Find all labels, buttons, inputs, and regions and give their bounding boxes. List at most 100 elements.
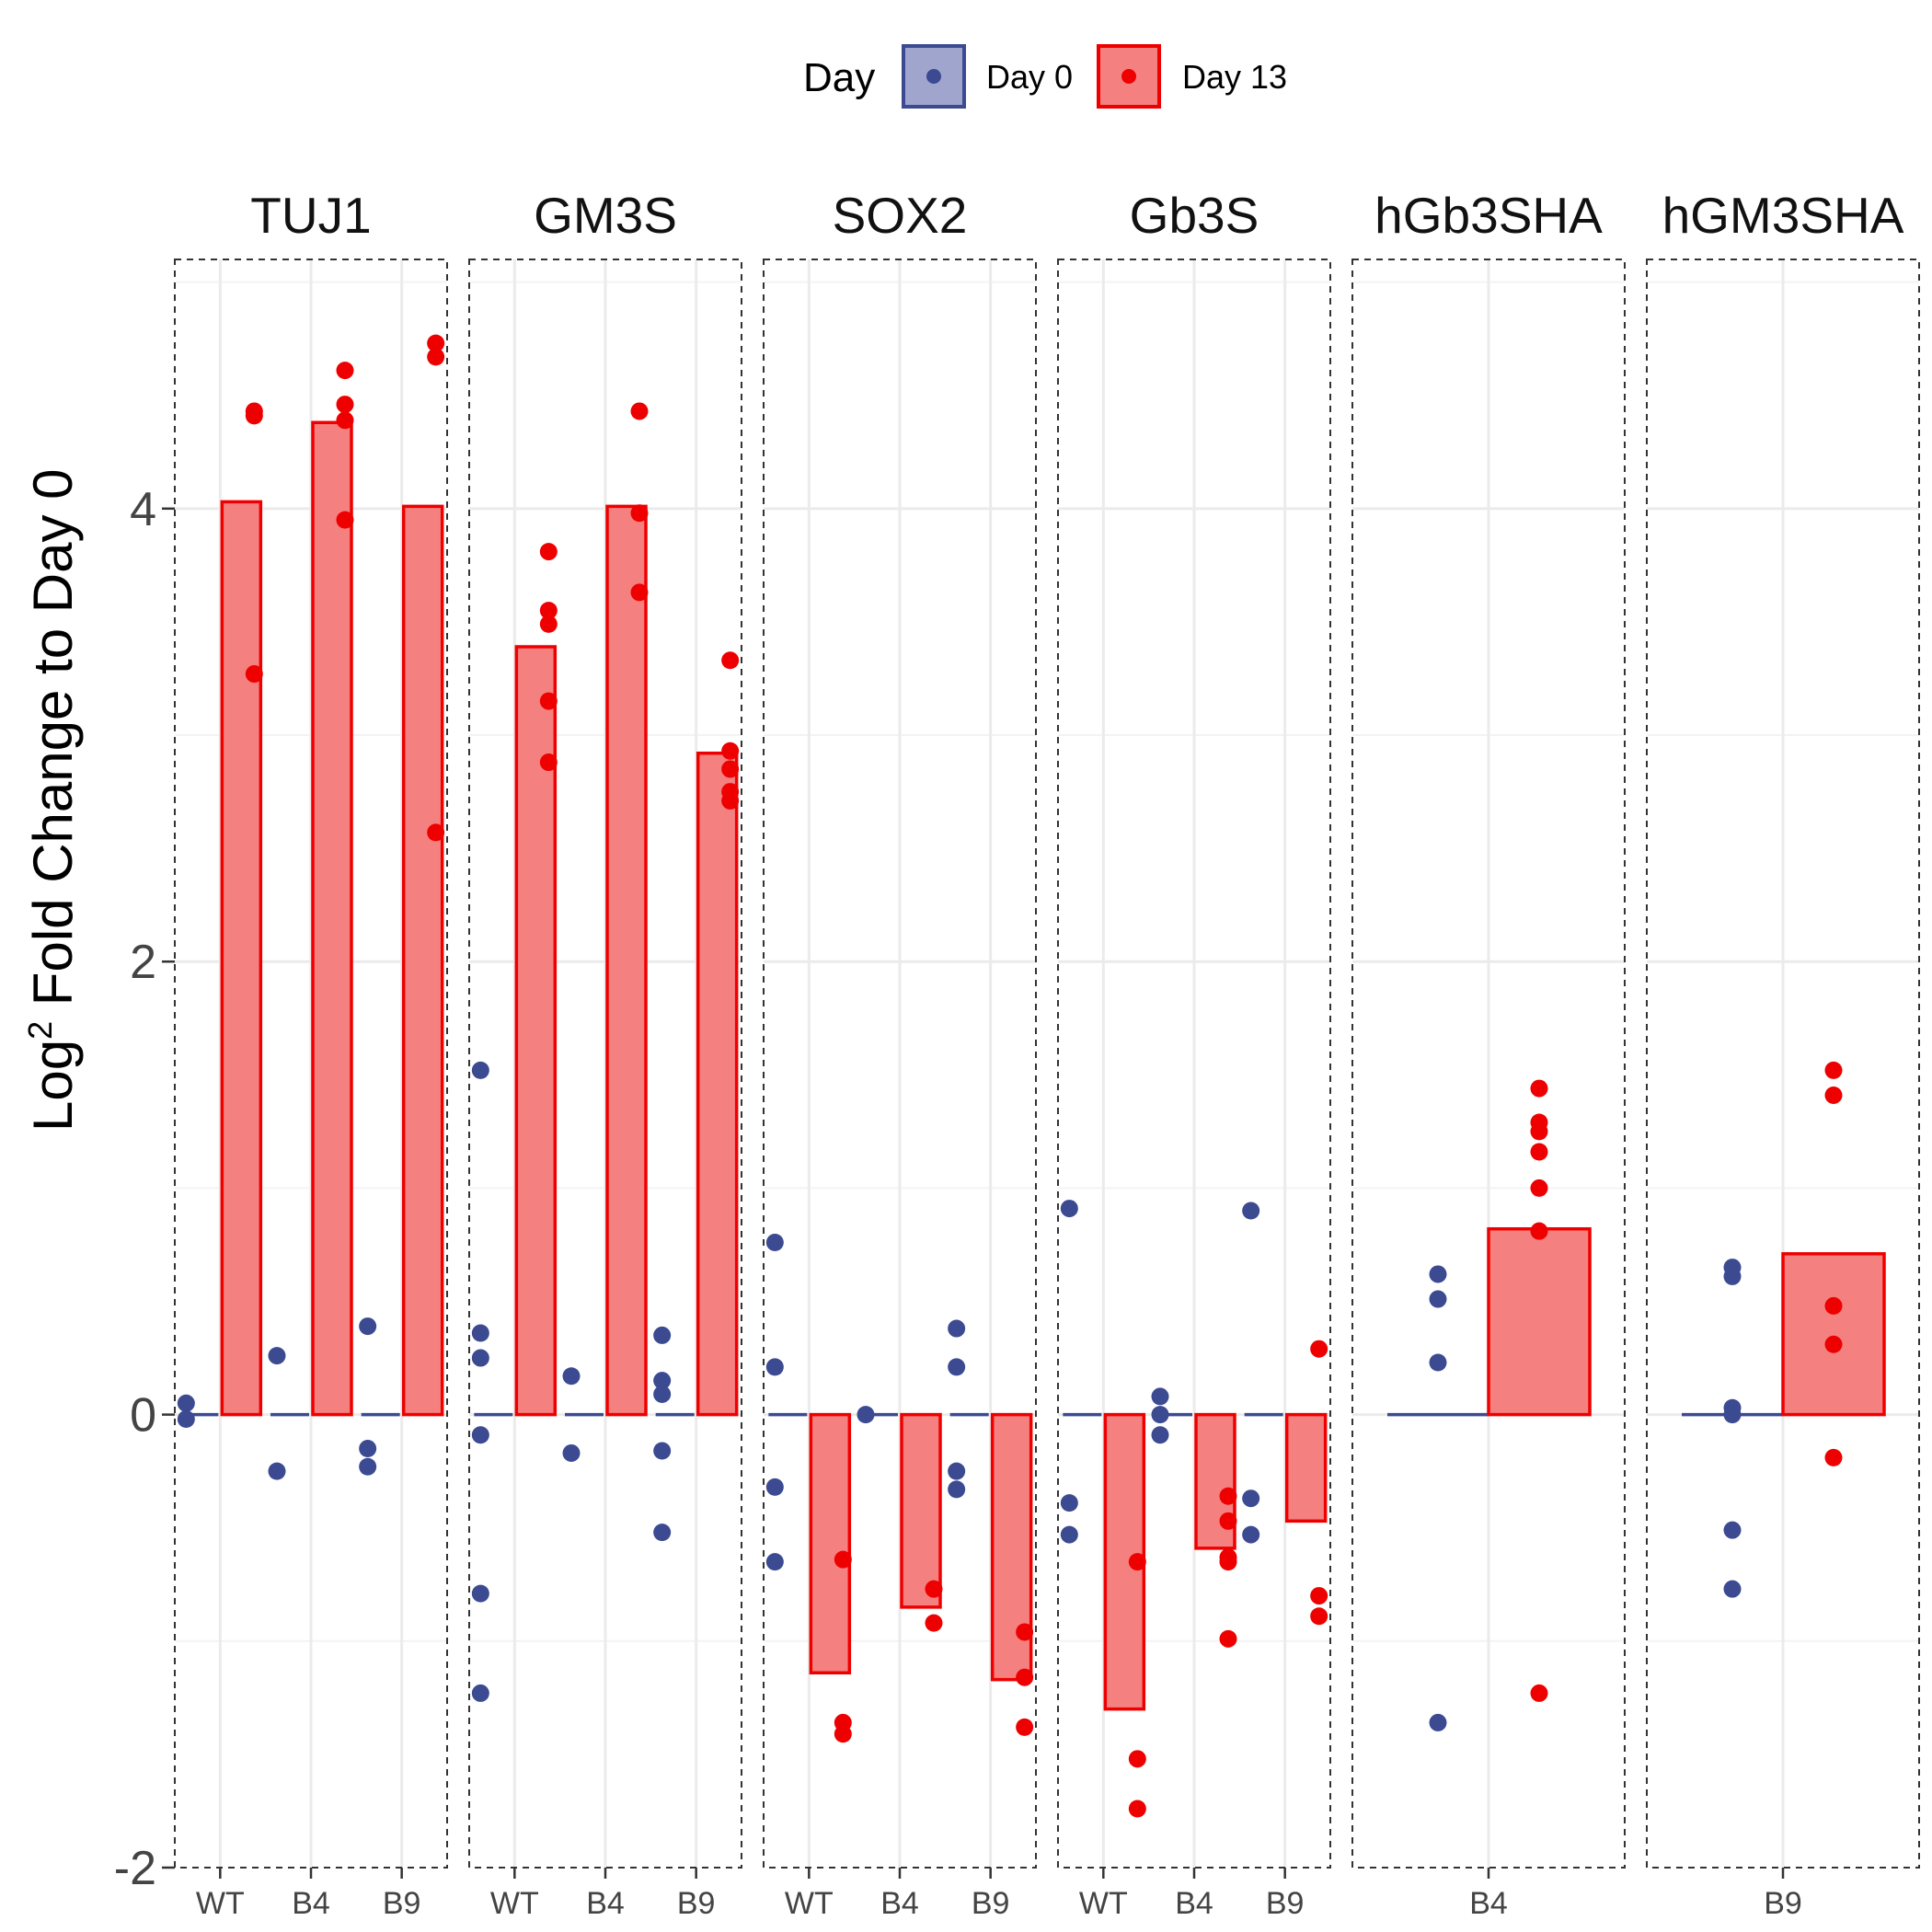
point-day0 (471, 1426, 489, 1444)
point-day13 (1219, 1512, 1237, 1530)
point-day13 (1530, 1143, 1548, 1161)
point-day13 (925, 1580, 943, 1598)
legend-key-day0 (902, 44, 966, 109)
point-day0 (562, 1367, 581, 1386)
point-day0 (1060, 1525, 1078, 1544)
point-day13 (1824, 1086, 1843, 1104)
point-day0 (1151, 1426, 1169, 1444)
point-day0 (948, 1480, 966, 1499)
point-day13 (1530, 1122, 1548, 1141)
bar-day13 (809, 1412, 852, 1675)
point-day0 (177, 1394, 195, 1412)
point-day0 (1723, 1406, 1742, 1424)
point-day0 (471, 1584, 489, 1603)
point-day0 (1429, 1265, 1447, 1283)
point-day0 (765, 1553, 784, 1571)
point-day13 (1530, 1179, 1548, 1197)
point-day0 (653, 1524, 672, 1542)
point-day13 (539, 692, 558, 710)
point-day13 (1824, 1296, 1843, 1315)
point-day13 (427, 823, 445, 842)
point-day0 (268, 1462, 286, 1480)
point-day13 (1128, 1800, 1146, 1818)
point-day13 (245, 665, 263, 684)
x-tick-label: B4 (880, 1886, 919, 1921)
point-day13 (1530, 1222, 1548, 1240)
point-day13 (1310, 1587, 1328, 1605)
x-tick-label: B9 (972, 1886, 1010, 1921)
bar-day13 (696, 751, 739, 1417)
point-day13 (539, 615, 558, 633)
point-day0 (1723, 1267, 1742, 1285)
point-day13 (834, 1550, 852, 1569)
point-day13 (834, 1725, 852, 1743)
facet-title: hGb3SHA (1374, 187, 1603, 244)
facet-gb3s: WT B4 B9 Gb3S (1057, 187, 1331, 1921)
point-day0 (1723, 1580, 1742, 1598)
point-day13 (630, 583, 649, 602)
y-tick-label: -2 (114, 1842, 156, 1895)
facet-title: GM3S (534, 187, 677, 244)
point-day13 (1824, 1448, 1843, 1466)
point-day0 (653, 1385, 672, 1403)
legend-label-day0: Day 0 (986, 58, 1073, 96)
point-day13 (1310, 1340, 1328, 1358)
panel-border (1351, 259, 1626, 1869)
point-day0 (177, 1410, 195, 1429)
point-day0 (653, 1442, 672, 1460)
bar-day13 (401, 504, 444, 1417)
point-day0 (1723, 1521, 1742, 1539)
point-day0 (765, 1478, 784, 1496)
x-tick-label: B9 (677, 1886, 716, 1921)
point-day13 (336, 396, 354, 414)
point-day13 (1219, 1629, 1237, 1648)
point-day0 (1429, 1713, 1447, 1731)
y-axis-label-rest: Fold Change to Day 0 (22, 469, 84, 1021)
bar-day13 (220, 500, 263, 1417)
point-day0 (948, 1319, 966, 1338)
point-day13 (245, 407, 263, 425)
point-day0 (1151, 1387, 1169, 1406)
bar-day13 (605, 504, 648, 1417)
y-tick-label: 4 (130, 483, 156, 536)
point-day0 (562, 1443, 581, 1462)
legend-key-day13-point (1121, 69, 1136, 84)
point-day13 (1824, 1335, 1843, 1353)
y-axis-label-log: Log (22, 1040, 84, 1132)
point-day13 (336, 362, 354, 380)
facet-panels: WT B4 B9 TUJ1 WT B4 B9 GM3S WT B4 B9 SOX2 WT B4 B9 Gb3S… (174, 187, 1920, 1921)
facet-title: Gb3S (1130, 187, 1259, 244)
legend: Day Day 0 Day 13 (803, 44, 1287, 109)
point-day13 (427, 334, 445, 352)
point-day13 (1128, 1750, 1146, 1768)
point-day0 (1060, 1494, 1078, 1512)
point-day0 (359, 1317, 377, 1336)
point-day13 (1530, 1684, 1548, 1702)
x-tick-label: WT (490, 1886, 539, 1921)
x-tick-label: WT (785, 1886, 834, 1921)
point-day13 (539, 543, 558, 561)
facet-tuj1: WT B4 B9 TUJ1 (174, 187, 448, 1921)
point-day13 (1824, 1061, 1843, 1079)
point-day0 (653, 1326, 672, 1344)
point-day13 (1016, 1718, 1034, 1736)
point-day13 (1016, 1668, 1034, 1686)
bar-day13 (900, 1412, 942, 1609)
point-day13 (539, 753, 558, 772)
panel-border (468, 259, 742, 1869)
point-day0 (471, 1061, 489, 1079)
y-axis-label: Log2 Fold Change to Day 0 (21, 469, 84, 1133)
y-axis-label-superscript: 2 (21, 1021, 59, 1040)
bar-day13 (1487, 1226, 1592, 1417)
y-axis: -2 0 2 4 (114, 483, 175, 1895)
facet-sox2: WT B4 B9 SOX2 (763, 187, 1037, 1921)
point-day13 (721, 760, 740, 778)
point-day13 (925, 1614, 943, 1632)
facet-title: SOX2 (833, 187, 968, 244)
point-day0 (1242, 1202, 1260, 1220)
x-tick-label: B4 (1469, 1886, 1508, 1921)
legend-label-day13: Day 13 (1182, 58, 1287, 96)
y-tick-label: 2 (130, 936, 156, 989)
x-tick-label: B9 (383, 1886, 421, 1921)
